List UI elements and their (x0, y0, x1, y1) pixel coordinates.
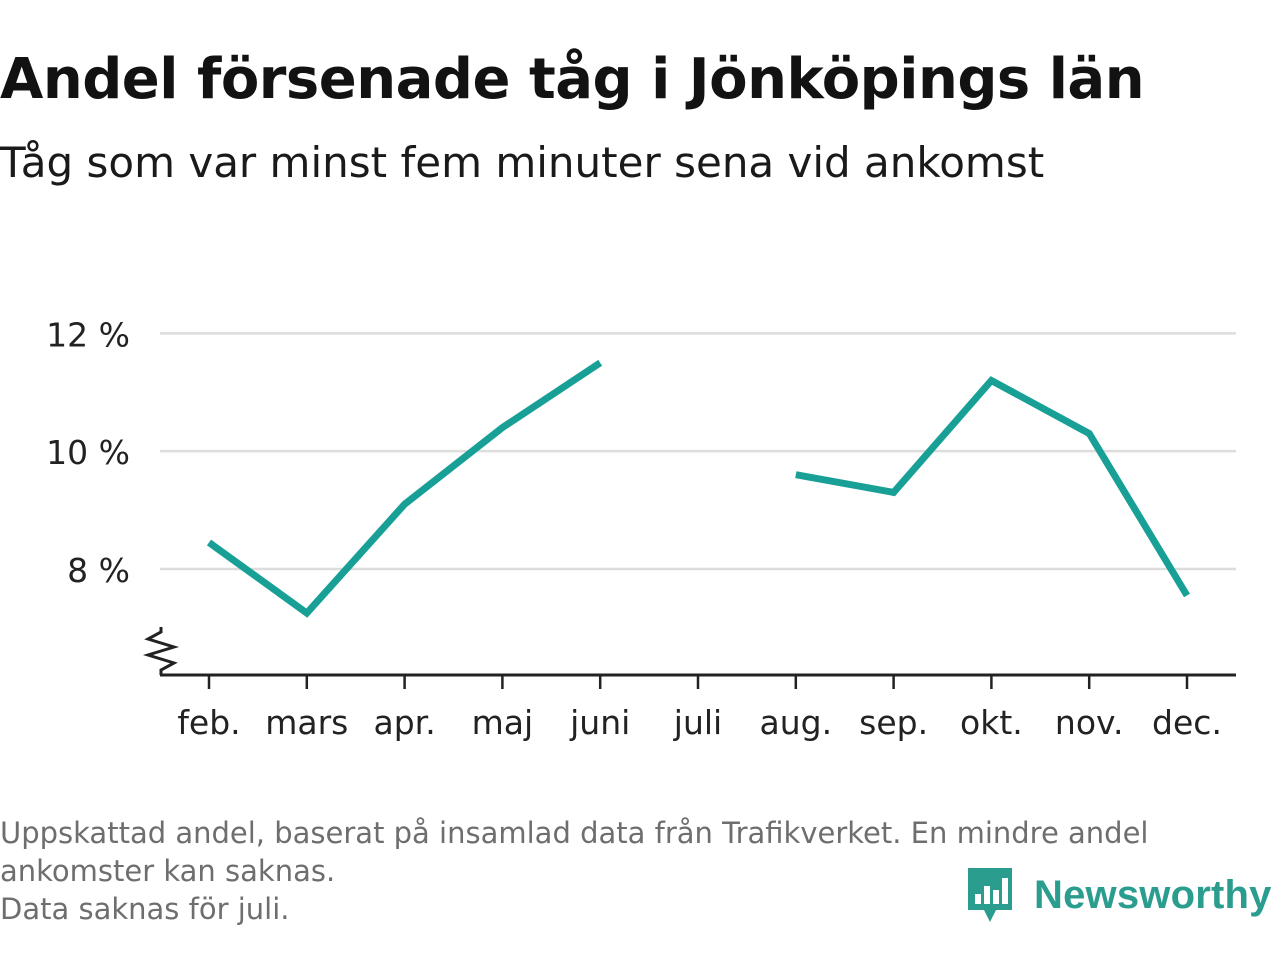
series-line-segment (795, 376, 1190, 598)
footnote-line-3: Data saknas för juli. (0, 892, 290, 926)
x-tick-label: juli (673, 703, 722, 742)
chart-title: Andel försenade tåg i Jönköpings län (0, 47, 1145, 112)
data-point (206, 539, 212, 545)
x-tick-label: dec. (1152, 703, 1222, 742)
series-line-segment (206, 359, 603, 618)
y-tick-label: 8 % (67, 551, 130, 590)
x-tick-label: apr. (373, 703, 435, 742)
chart-subtitle: Tåg som var minst fem minuter sena vid a… (0, 138, 1045, 187)
x-tick-label: maj (472, 703, 534, 742)
data-point (402, 501, 408, 507)
data-point (1086, 430, 1092, 436)
footnote-line-2: ankomster kan saknas. (0, 854, 336, 888)
axis-break-icon (142, 627, 180, 675)
footnote-line-1: Uppskattad andel, baserat på insamlad da… (0, 816, 1149, 850)
x-tick-label: okt. (960, 703, 1023, 742)
data-point (499, 425, 505, 431)
x-tick-label: aug. (760, 703, 833, 742)
data-point (891, 489, 897, 495)
y-tick-label: 12 % (46, 315, 130, 354)
data-point (304, 610, 310, 616)
data-point (793, 472, 799, 478)
x-tick-label: feb. (177, 703, 240, 742)
x-tick-label: mars (265, 703, 348, 742)
line-chart: 8 % 10 % 12 % feb. mars apr. maj juni juli aug. se… (46, 315, 1236, 742)
x-tick-label: nov. (1055, 703, 1124, 742)
footnote: Uppskattad andel, baserat på insamlad da… (0, 814, 1270, 928)
x-tick-label: juni (569, 703, 630, 742)
newsworthy-logo: Newsworthy (964, 864, 1272, 926)
y-tick-label: 10 % (46, 433, 130, 472)
chart-bubble-icon (968, 868, 1012, 922)
brand-name: Newsworthy (1034, 872, 1272, 917)
data-point (1184, 592, 1190, 598)
x-tick-label: sep. (859, 703, 928, 742)
data-point (597, 360, 603, 366)
data-point (988, 377, 994, 383)
